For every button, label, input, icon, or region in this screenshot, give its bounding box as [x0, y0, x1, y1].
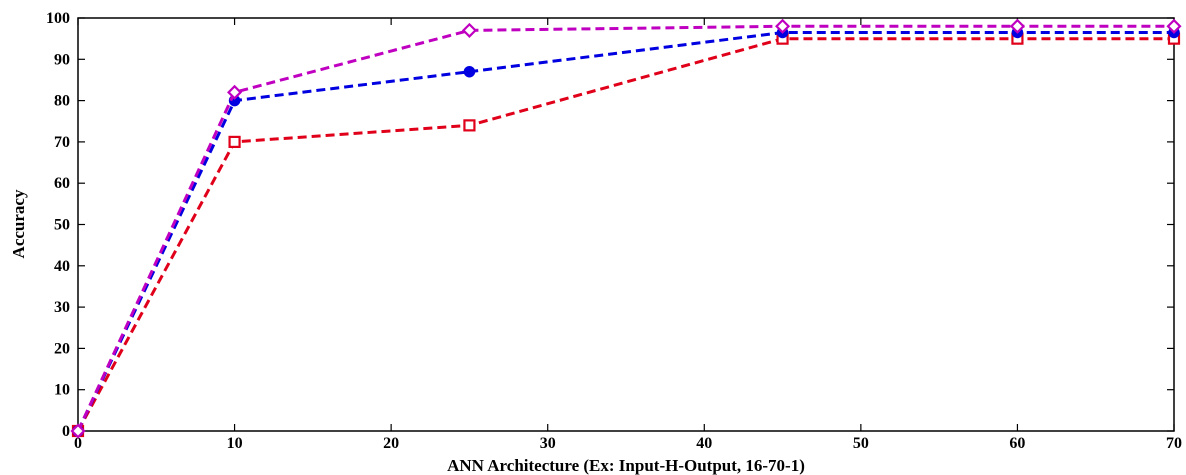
x-tick-label: 60: [1009, 435, 1025, 452]
series-2-line: [76, 31, 1174, 432]
y-tick-label: 0: [62, 423, 70, 440]
x-tick-label: 70: [1166, 435, 1182, 452]
y-axis-ticks: 0 10 20 30 40 50 60 70 80 90 100: [46, 10, 1174, 440]
y-tick-label: 40: [54, 258, 70, 275]
y-tick-label: 70: [54, 134, 70, 151]
series-3-point: [70, 423, 86, 439]
series-3-line: [76, 24, 1174, 432]
series-3-point: [775, 18, 791, 34]
series-3: [70, 18, 1182, 439]
series-3-point: [1009, 18, 1025, 34]
y-tick-label: 10: [54, 382, 70, 399]
y-tick-label: 60: [54, 175, 70, 192]
x-axis-ticks: 0 10 20 30 40 50 60 70: [74, 18, 1182, 452]
series-3-point: [227, 84, 243, 100]
plot-area: [77, 17, 1175, 432]
y-tick-label: 20: [54, 340, 70, 357]
y-tick-label: 30: [54, 299, 70, 316]
x-tick-label: 50: [853, 435, 869, 452]
x-tick-label: 40: [696, 435, 712, 452]
series-3-point: [461, 22, 477, 38]
series-3-point: [1166, 18, 1182, 34]
series-1-point: [463, 119, 476, 132]
series-1-line: [76, 37, 1174, 432]
y-tick-label: 50: [54, 217, 70, 234]
x-axis-title: ANN Architecture (Ex: Input-H-Output, 16…: [447, 456, 805, 475]
y-tick-label: 90: [54, 51, 70, 68]
y-tick-label: 80: [54, 93, 70, 110]
x-tick-label: 20: [383, 435, 399, 452]
x-tick-label: 0: [74, 435, 82, 452]
y-axis-title: Accuracy: [9, 189, 28, 258]
series-2-point: [463, 65, 476, 78]
y-tick-label: 100: [46, 10, 70, 27]
x-tick-label: 30: [540, 435, 556, 452]
x-tick-label: 10: [227, 435, 243, 452]
series-1-point: [228, 135, 241, 148]
series-layer: [70, 18, 1182, 439]
